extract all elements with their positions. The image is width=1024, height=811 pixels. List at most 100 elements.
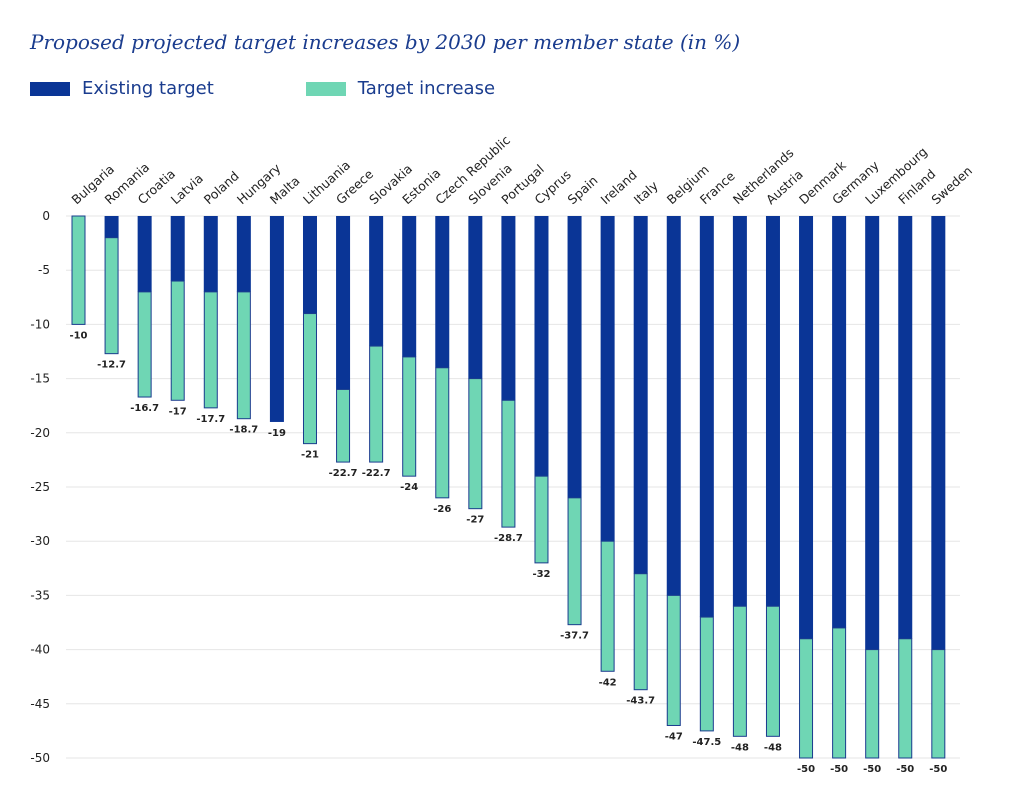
bar-increase-cyprus: [534, 475, 549, 564]
data-label: -16.7: [130, 403, 159, 414]
data-label: -42: [599, 677, 617, 688]
data-label: -50: [830, 764, 848, 775]
bar-increase-belgium: [666, 594, 681, 726]
bar-existing-sweden: [931, 216, 946, 650]
y-tick-label: -25: [30, 480, 50, 494]
legend-item-existing: Existing target: [30, 78, 214, 99]
y-tick-label: -20: [30, 426, 50, 440]
data-label: -12.7: [97, 360, 126, 371]
y-tick-label: 0: [42, 209, 50, 223]
legend-swatch-increase: [305, 81, 346, 96]
bar-increase-netherlands: [732, 605, 747, 737]
bar-existing-croatia: [137, 216, 152, 292]
data-label: -47: [665, 731, 683, 742]
y-tick-label: -30: [30, 534, 50, 548]
bar-existing-latvia: [170, 216, 185, 282]
bar-increase-sweden: [931, 649, 946, 759]
bar-increase-romania: [104, 237, 119, 355]
y-tick-label: -50: [30, 751, 50, 765]
legend-item-increase: Target increase: [305, 78, 496, 99]
bar-existing-france: [699, 216, 714, 618]
legend-label-increase: Target increase: [357, 78, 496, 99]
x-tick-label: Ireland: [598, 167, 640, 207]
bar-increase-finland: [898, 638, 913, 759]
data-label: -48: [764, 742, 782, 753]
x-tick-label: Poland: [201, 168, 242, 207]
bar-increase-estonia: [402, 356, 417, 477]
bar-increase-croatia: [137, 291, 152, 398]
chart-title: Proposed projected target increases by 2…: [30, 30, 741, 54]
bar-increase-ireland: [600, 540, 615, 672]
bar-existing-belgium: [666, 216, 681, 596]
bar-increase-france: [699, 616, 714, 732]
bar-increase-italy: [633, 573, 648, 691]
bar-existing-cyprus: [534, 216, 549, 477]
bar-increase-denmark: [799, 638, 814, 759]
bar-existing-estonia: [402, 216, 417, 357]
bar-existing-austria: [765, 216, 780, 607]
bar-existing-italy: [633, 216, 648, 574]
bar-increase-portugal: [501, 399, 516, 528]
legend: Existing target Target increase: [30, 78, 587, 99]
bar-existing-greece: [336, 216, 351, 390]
bar-increase-greece: [336, 388, 351, 463]
y-tick-label: -10: [30, 317, 50, 331]
bar-existing-czech-republic: [435, 216, 450, 368]
bar-existing-slovenia: [468, 216, 483, 379]
bar-increase-czech-republic: [435, 367, 450, 499]
bar-existing-lithuania: [302, 216, 317, 314]
bar-existing-finland: [898, 216, 913, 639]
bar-existing-malta: [269, 216, 284, 422]
data-label: -50: [797, 764, 815, 775]
bar-existing-netherlands: [732, 216, 747, 607]
data-label: -24: [400, 482, 418, 493]
data-label: -22.7: [329, 468, 358, 479]
bar-existing-romania: [104, 216, 119, 238]
y-tick-label: -15: [30, 372, 50, 386]
y-tick-label: -40: [30, 643, 50, 657]
data-label: -47.5: [692, 737, 721, 748]
data-label: -32: [532, 569, 550, 580]
y-tick-label: -45: [30, 697, 50, 711]
bar-increase-austria: [765, 605, 780, 737]
bar-existing-portugal: [501, 216, 516, 401]
bar-existing-luxembourg: [865, 216, 880, 650]
bar-increase-slovenia: [468, 378, 483, 510]
bar-increase-bulgaria: [71, 215, 86, 325]
bar-increase-lithuania: [302, 313, 317, 445]
data-label: -21: [301, 450, 319, 461]
legend-swatch-existing: [30, 81, 70, 96]
data-label: -50: [863, 764, 881, 775]
bar-increase-hungary: [236, 291, 251, 420]
data-label: -28.7: [494, 533, 523, 544]
data-label: -50: [896, 764, 914, 775]
data-label: -26: [433, 504, 451, 515]
data-label: -22.7: [362, 468, 391, 479]
data-label: -27: [466, 515, 484, 526]
bar-increase-luxembourg: [865, 649, 880, 759]
x-tick-label: Sweden: [928, 163, 975, 207]
data-label: -18.7: [229, 425, 258, 436]
data-label: -43.7: [626, 696, 655, 707]
y-tick-label: -5: [38, 263, 50, 277]
data-label: -17: [169, 406, 187, 417]
bar-existing-spain: [567, 216, 582, 498]
bar-existing-slovakia: [369, 216, 384, 347]
bar-increase-slovakia: [369, 345, 384, 463]
data-label: -37.7: [560, 631, 589, 642]
legend-label-existing: Existing target: [82, 78, 214, 99]
data-label: -17.7: [196, 414, 225, 425]
data-label: -48: [731, 742, 749, 753]
bar-existing-germany: [832, 216, 847, 628]
bar-existing-ireland: [600, 216, 615, 542]
data-label: -10: [69, 330, 87, 341]
y-tick-label: -35: [30, 588, 50, 602]
bar-increase-latvia: [170, 280, 185, 401]
data-label: -19: [268, 428, 286, 439]
bar-increase-germany: [832, 627, 847, 759]
bar-existing-poland: [203, 216, 218, 292]
data-label: -50: [929, 764, 947, 775]
bar-existing-denmark: [799, 216, 814, 639]
bar-existing-hungary: [236, 216, 251, 292]
